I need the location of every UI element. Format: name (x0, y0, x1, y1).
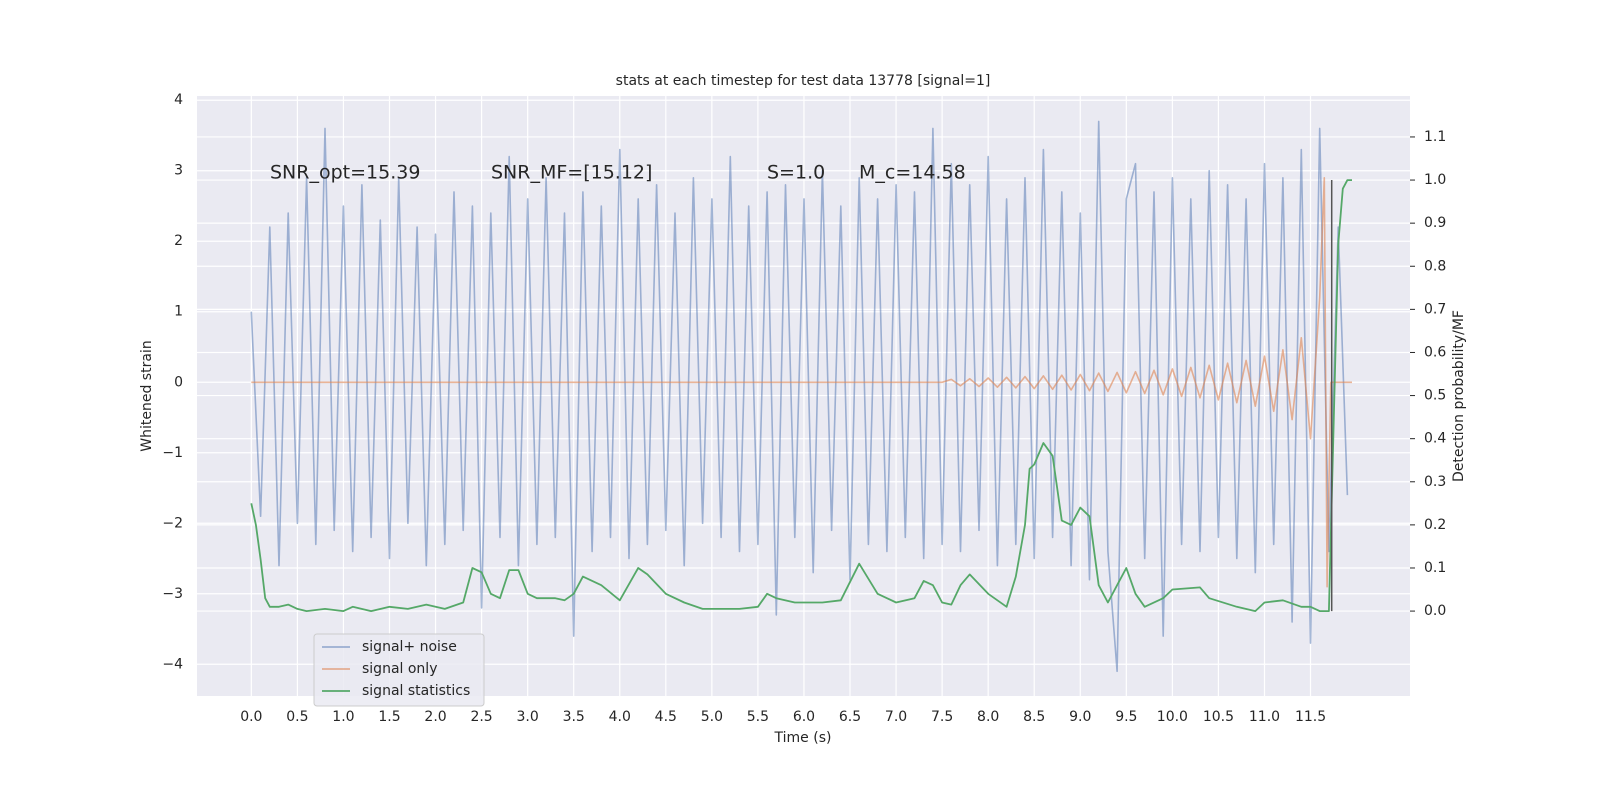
x-tick-label: 0.0 (240, 709, 262, 725)
y2-axis-label: Detection probability/MF (1451, 310, 1467, 482)
y-tick-label: 4 (174, 92, 183, 108)
x-tick-label: 1.0 (332, 709, 354, 725)
y-tick-label: −4 (162, 656, 183, 672)
x-tick-label: 0.5 (286, 709, 308, 725)
x-tick-label: 10.5 (1203, 709, 1234, 725)
x-tick-label: 10.0 (1157, 709, 1188, 725)
x-tick-label: 2.5 (470, 709, 492, 725)
series-line (250, 120, 1349, 673)
y2-tick-label: 0.9 (1424, 215, 1446, 231)
y-tick-label: −2 (162, 515, 183, 531)
x-axis-label: Time (s) (774, 730, 832, 746)
x-tick-label: 9.5 (1115, 709, 1137, 725)
series-line (250, 179, 1352, 612)
y2-tick-label: 0.8 (1424, 258, 1446, 274)
y-tick-label: −3 (162, 586, 183, 602)
y-tick-label: 3 (174, 163, 183, 179)
x-tick-label: 11.5 (1295, 709, 1326, 725)
y-tick-label: 1 (174, 304, 183, 320)
y2-tick-label: 0.5 (1424, 388, 1446, 404)
x-tick-label: 4.5 (655, 709, 677, 725)
y2-tick-label: 0.6 (1424, 344, 1446, 360)
y2-tick-label: 1.0 (1424, 172, 1446, 188)
y2-tick-label: 1.1 (1424, 129, 1446, 145)
x-tick-label: 5.0 (701, 709, 723, 725)
x-tick-label: 6.0 (793, 709, 815, 725)
x-tick-label: 8.5 (1023, 709, 1045, 725)
annotation: M_c=14.58 (859, 162, 966, 184)
x-tick-label: 4.0 (609, 709, 631, 725)
legend-label: signal+ noise (362, 639, 457, 655)
legend-label: signal only (362, 661, 437, 677)
x-tick-label: 5.5 (747, 709, 769, 725)
chart-title: stats at each timestep for test data 137… (616, 73, 991, 89)
x-tick-label: 7.5 (931, 709, 953, 725)
legend-box (313, 633, 485, 707)
x-tick-label: 7.0 (885, 709, 907, 725)
annotation: SNR_opt=15.39 (270, 162, 420, 184)
annotation: S=1.0 (767, 162, 825, 184)
y2-tick-label: 0.4 (1424, 431, 1446, 447)
x-tick-label: 11.0 (1249, 709, 1280, 725)
y2-tick-label: 0.3 (1424, 474, 1446, 490)
annotation: SNR_MF=[15.12] (491, 162, 652, 184)
legend-label: signal statistics (362, 683, 470, 699)
y2-tick-label: 0.0 (1424, 603, 1446, 619)
y-axis-label: Whitened strain (139, 340, 155, 451)
x-tick-label: 3.5 (563, 709, 585, 725)
x-tick-label: 8.0 (977, 709, 999, 725)
y-tick-label: −1 (162, 445, 183, 461)
x-tick-label: 9.0 (1069, 709, 1091, 725)
x-tick-label: 1.5 (378, 709, 400, 725)
y-tick-label: 2 (174, 233, 183, 249)
y2-tick-label: 0.1 (1424, 560, 1446, 576)
x-tick-label: 6.5 (839, 709, 861, 725)
x-tick-label: 3.0 (517, 709, 539, 725)
y2-tick-label: 0.7 (1424, 301, 1446, 317)
y2-tick-label: 0.2 (1424, 517, 1446, 533)
x-tick-label: 2.0 (424, 709, 446, 725)
y-tick-label: 0 (174, 374, 183, 390)
series-line (251, 177, 1352, 588)
